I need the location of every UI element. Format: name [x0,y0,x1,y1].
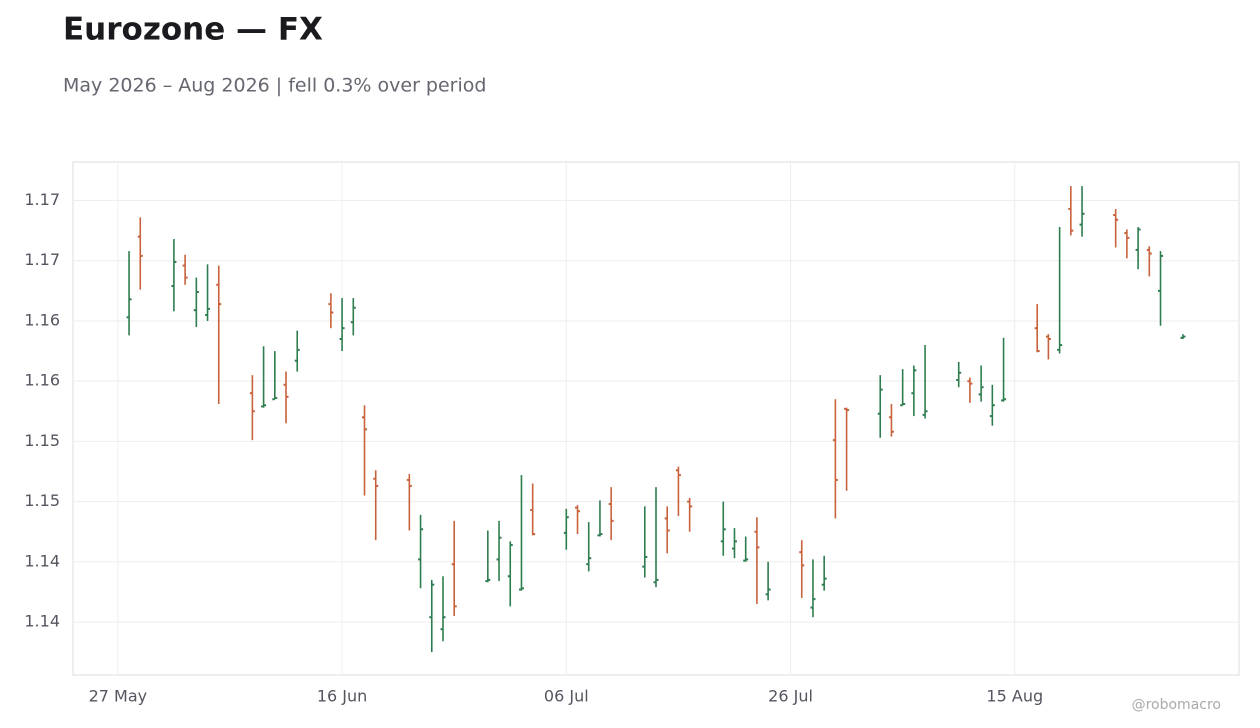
x-tick-label: 26 Jul [768,687,813,706]
y-tick-label: 1.16 [24,371,60,390]
x-tick-label: 06 Jul [544,687,589,706]
plot-frame [72,161,1240,676]
x-tick-label: 15 Aug [986,687,1043,706]
credit: @robomacro [1132,697,1221,713]
chart-subtitle: May 2026 – Aug 2026 | fell 0.3% over per… [63,75,486,97]
chart-title: Eurozone — FX [63,12,323,48]
y-tick-label: 1.17 [24,190,60,209]
y-tick-label: 1.17 [24,250,60,269]
y-tick-label: 1.15 [24,491,60,510]
x-tick-label: 16 Jun [317,687,367,706]
y-tick-label: 1.15 [24,431,60,450]
x-tick-label: 27 May [89,687,148,706]
y-tick-label: 1.14 [24,551,60,570]
y-tick-label: 1.16 [24,310,60,329]
y-tick-label: 1.14 [24,612,60,631]
